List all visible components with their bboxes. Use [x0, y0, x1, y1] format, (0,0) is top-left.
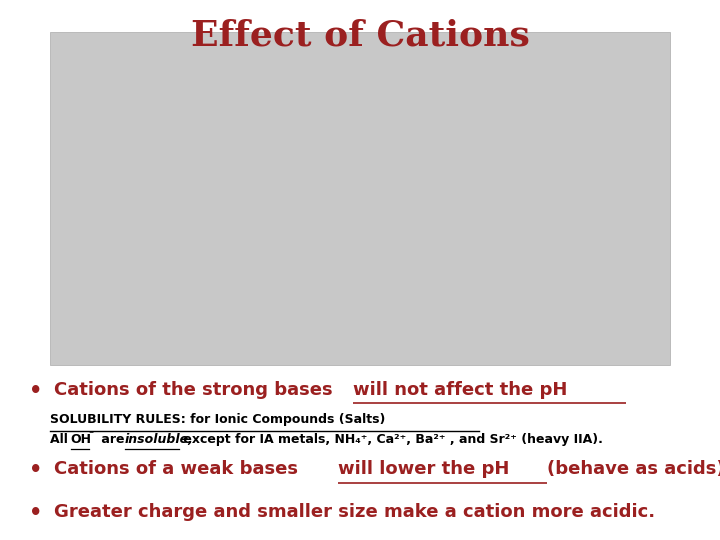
- Text: will lower the pH: will lower the pH: [338, 460, 516, 478]
- Text: Greater charge and smaller size make a cation more acidic.: Greater charge and smaller size make a c…: [54, 503, 655, 521]
- Text: (behave as acids): (behave as acids): [547, 460, 720, 478]
- Text: except for IA metals, NH₄⁺, Ca²⁺, Ba²⁺ , and Sr²⁺ (heavy IIA).: except for IA metals, NH₄⁺, Ca²⁺, Ba²⁺ ,…: [179, 433, 603, 446]
- Text: •: •: [29, 381, 42, 401]
- Text: Cations of the strong bases: Cations of the strong bases: [54, 381, 339, 399]
- Text: will not affect the pH: will not affect the pH: [353, 381, 567, 399]
- Text: All: All: [50, 433, 73, 446]
- Text: ⁻: ⁻: [89, 430, 94, 441]
- Text: •: •: [29, 503, 42, 523]
- Text: insoluble,: insoluble,: [125, 433, 194, 446]
- Text: are: are: [97, 433, 129, 446]
- Text: Cations of a weak bases: Cations of a weak bases: [54, 460, 305, 478]
- FancyBboxPatch shape: [50, 32, 670, 364]
- Text: Effect of Cations: Effect of Cations: [191, 19, 529, 53]
- Text: OH: OH: [71, 433, 91, 446]
- Text: SOLUBILITY RULES: for Ionic Compounds (Salts): SOLUBILITY RULES: for Ionic Compounds (S…: [50, 413, 386, 426]
- Text: •: •: [29, 460, 42, 480]
